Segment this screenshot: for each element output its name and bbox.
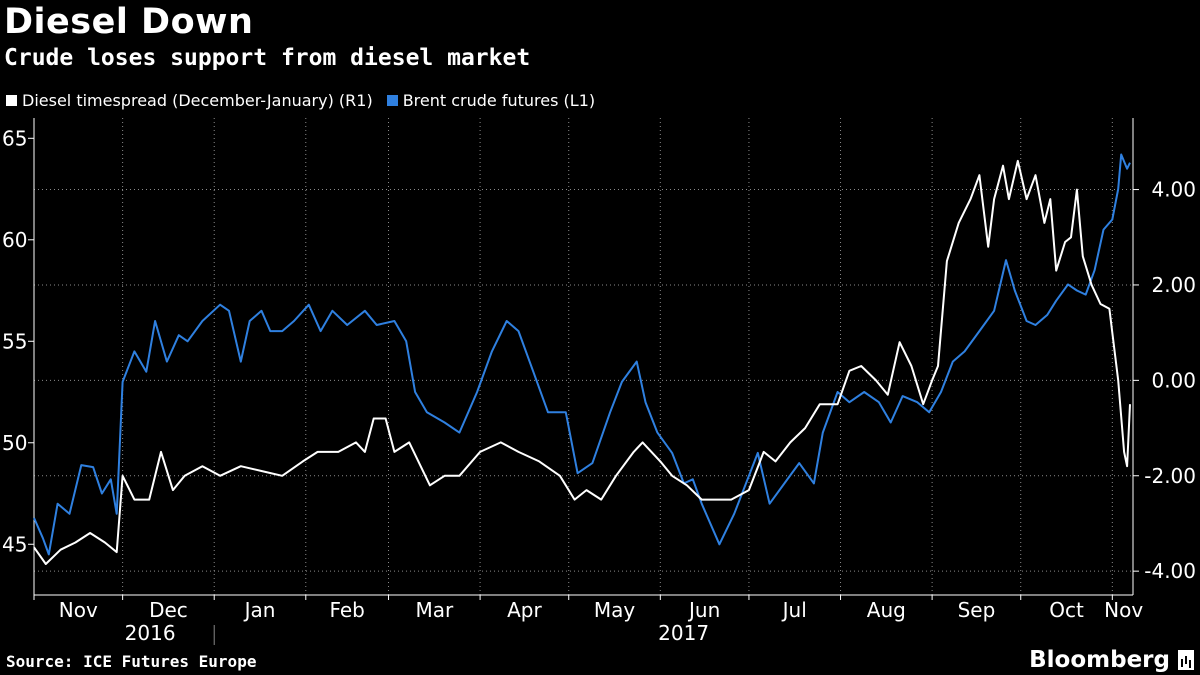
legend: Diesel timespread (December-January) (R1…: [6, 91, 595, 110]
x-axis-tick-label: Nov: [59, 598, 98, 622]
left-axis-tick-label: 50: [2, 431, 27, 455]
right-axis-tick-label: 0.00: [1151, 368, 1196, 392]
legend-swatch-diesel: [6, 95, 17, 106]
x-axis-tick-label: Oct: [1049, 598, 1084, 622]
x-axis-tick-label: Jan: [243, 598, 276, 622]
left-axis-tick-label: 65: [2, 126, 27, 150]
right-axis-tick-label: 4.00: [1151, 178, 1196, 202]
legend-label-diesel: Diesel timespread (December-January) (R1…: [22, 91, 373, 110]
brand-name: Bloomberg: [1029, 647, 1170, 673]
right-axis-tick-label: -2.00: [1144, 464, 1196, 488]
chart-subtitle: Crude loses support from diesel market: [4, 45, 531, 71]
left-axis-tick-label: 60: [2, 228, 27, 252]
legend-label-brent: Brent crude futures (L1): [402, 91, 596, 110]
x-axis-tick-label: Jul: [781, 598, 807, 622]
legend-item-brent: Brent crude futures (L1): [386, 91, 596, 110]
x-axis-tick-label: Apr: [507, 598, 542, 622]
diesel-timespread-line: [33, 159, 1131, 565]
right-axis-tick-label: 2.00: [1151, 273, 1196, 297]
x-axis-tick-label: Jun: [687, 598, 720, 622]
x-axis-tick-label: Sep: [958, 598, 996, 622]
right-axis-tick-label: -4.00: [1144, 559, 1196, 583]
left-axis-tick-label: 55: [2, 329, 27, 353]
x-axis-tick-label: Aug: [867, 598, 906, 622]
x-axis-tick-label: May: [594, 598, 636, 622]
legend-swatch-brent: [386, 95, 398, 106]
chart-title: Diesel Down: [4, 2, 254, 42]
legend-item-diesel: Diesel timespread (December-January) (R1…: [6, 91, 373, 110]
x-axis-tick-label: Dec: [149, 598, 188, 622]
x-axis-tick-label: Feb: [329, 598, 364, 622]
source-note: Source: ICE Futures Europe: [6, 652, 257, 671]
year-label-2016: 2016: [125, 621, 176, 645]
x-axis-tick-label: Nov: [1104, 598, 1143, 622]
bloomberg-logo: Bloomberg: [1029, 647, 1194, 673]
year-label-2017: 2017: [658, 621, 709, 645]
x-axis-tick-label: Mar: [415, 598, 454, 622]
terminal-icon: [1178, 650, 1194, 670]
brent-crude-line: [33, 153, 1131, 556]
left-axis-tick-label: 45: [2, 532, 27, 556]
